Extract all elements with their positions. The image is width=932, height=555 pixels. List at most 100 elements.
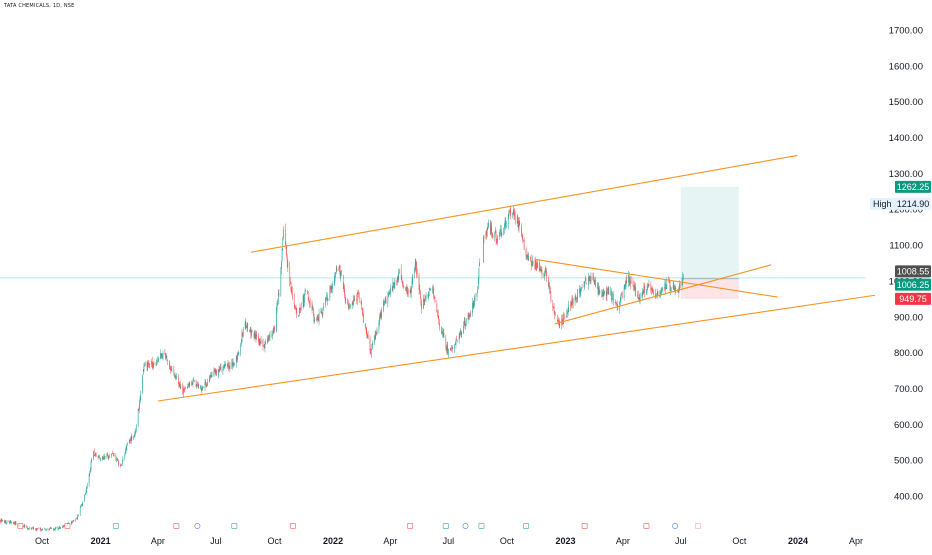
x-tick-label: Apr <box>383 536 397 546</box>
candle-body <box>552 302 553 308</box>
candle-body <box>463 326 464 333</box>
candle-body <box>245 322 246 328</box>
candle-body <box>545 271 546 272</box>
candle-body <box>649 284 650 286</box>
candle-body <box>236 358 237 364</box>
candle-body <box>130 439 131 441</box>
candle-body <box>334 280 335 285</box>
candle-body <box>542 270 543 274</box>
candle-body <box>374 336 375 343</box>
candle-body <box>386 299 387 304</box>
candle-body <box>648 284 649 287</box>
candle-body <box>237 353 238 360</box>
candle-body <box>277 301 278 302</box>
earnings-marker <box>174 523 179 528</box>
candle-body <box>200 386 201 389</box>
candle-body <box>486 232 487 237</box>
candle-body <box>652 289 653 291</box>
candle-body <box>662 287 663 290</box>
candle-body <box>330 287 331 298</box>
candle-body <box>206 383 207 386</box>
candle-body <box>573 301 574 304</box>
candle-body <box>493 236 494 239</box>
candle-body <box>454 344 455 349</box>
candle-body <box>621 295 622 301</box>
candle-body <box>434 297 435 300</box>
y-tick-label: 900.00 <box>894 312 923 323</box>
candle-body <box>298 316 299 317</box>
candle-body <box>415 264 416 268</box>
candle-body <box>622 292 623 298</box>
candle-body <box>62 528 63 529</box>
candle-body <box>599 288 600 294</box>
candle-body <box>326 299 327 300</box>
candle-body <box>435 300 436 302</box>
candle-body <box>537 262 538 267</box>
dividend-marker <box>463 523 468 528</box>
candle-body <box>459 334 460 341</box>
x-tick-label: Jul <box>210 536 222 546</box>
candle-body <box>99 455 100 458</box>
candle-body <box>412 281 413 287</box>
candle-body <box>567 311 568 315</box>
candle-body <box>112 453 113 454</box>
candle-body <box>309 300 310 302</box>
candle-body <box>42 529 43 530</box>
candle-body <box>229 369 230 370</box>
candle-body <box>644 285 645 292</box>
earnings-marker <box>65 523 70 528</box>
candle-body <box>657 293 658 295</box>
candle-body <box>103 456 104 459</box>
candle-body <box>586 279 587 283</box>
candle-body <box>477 289 478 292</box>
candle-body <box>631 281 632 284</box>
candle-body <box>594 280 595 283</box>
candle-body <box>345 296 346 300</box>
candle-body <box>14 522 15 523</box>
candle-body <box>634 285 635 289</box>
candle-body <box>185 388 186 389</box>
earnings-marker <box>582 523 587 528</box>
candle-body <box>314 319 315 322</box>
candle-body <box>609 288 610 294</box>
candle-body <box>4 520 5 522</box>
candle-body <box>522 236 523 239</box>
candle-body <box>224 364 225 365</box>
candle-body <box>643 290 644 291</box>
candle-body <box>55 528 56 530</box>
candle-body <box>272 335 273 336</box>
candle-body <box>272 334 273 336</box>
candle-body <box>233 365 234 366</box>
candle-body <box>276 308 277 330</box>
candle-body <box>448 349 449 354</box>
candle-body <box>472 303 473 313</box>
candle-body <box>268 337 269 338</box>
candle-body <box>234 363 235 365</box>
candle-body <box>246 321 247 327</box>
candle-body <box>188 383 189 385</box>
candle-body <box>16 522 17 525</box>
candle-body <box>111 454 112 456</box>
candle-body <box>25 526 26 528</box>
candle-body <box>198 385 199 389</box>
candle-body <box>126 445 127 448</box>
candle-body <box>539 262 540 271</box>
candle-body <box>292 291 293 298</box>
price-badge-label: 1214.90 <box>897 199 930 209</box>
candle-body <box>85 493 86 494</box>
candle-body <box>29 528 30 530</box>
y-tick-label: 500.00 <box>894 456 923 467</box>
candle-body <box>232 362 233 367</box>
candle-body <box>496 242 497 243</box>
x-tick-label: 2022 <box>323 536 343 546</box>
candle-body <box>243 329 244 336</box>
candle-body <box>344 285 345 290</box>
candle-body <box>135 432 136 435</box>
candle-body <box>407 291 408 295</box>
candle-body <box>432 289 433 290</box>
candle-body <box>506 226 507 228</box>
candle-body <box>438 319 439 323</box>
candle-body <box>250 329 251 330</box>
